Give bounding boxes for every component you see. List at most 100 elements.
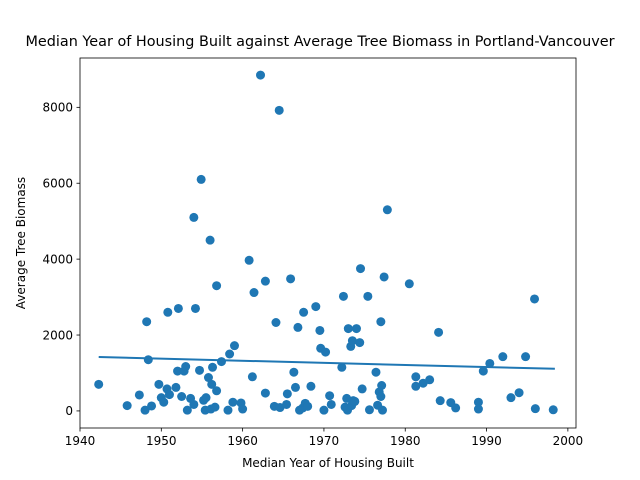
data-point [94, 379, 104, 389]
data-point [473, 404, 483, 414]
data-point [377, 405, 387, 415]
data-points [94, 70, 558, 415]
data-point [173, 366, 183, 376]
data-point [343, 324, 353, 334]
data-point [181, 362, 191, 372]
data-point [271, 318, 281, 328]
y-tick-label: 4000 [42, 252, 73, 266]
data-point [506, 393, 516, 403]
data-point [201, 393, 211, 403]
data-point [163, 307, 173, 317]
data-point [256, 70, 266, 80]
trend-line-group [98, 356, 555, 370]
data-point [411, 381, 421, 391]
data-point [350, 396, 360, 406]
data-point [306, 381, 316, 391]
data-point [364, 405, 374, 415]
data-point [238, 404, 248, 414]
x-tick-label: 1980 [390, 434, 421, 448]
data-point [548, 405, 558, 415]
x-tick-label: 1970 [309, 434, 340, 448]
data-point [514, 388, 524, 398]
data-point [122, 401, 132, 411]
data-point [377, 380, 387, 390]
data-point [435, 396, 445, 406]
data-point [216, 357, 226, 367]
y-axis: 0 2000 4000 6000 8000 [42, 101, 80, 418]
data-point [229, 341, 239, 351]
data-point [212, 386, 222, 396]
data-point [319, 405, 329, 415]
data-point [260, 388, 270, 398]
data-point [171, 382, 181, 392]
data-point [207, 379, 217, 389]
data-point [293, 322, 303, 332]
data-point [196, 174, 206, 184]
y-tick-label: 6000 [42, 177, 73, 191]
y-tick-label: 0 [65, 404, 73, 418]
data-point [325, 391, 335, 401]
data-point [376, 392, 386, 402]
data-point [434, 327, 444, 337]
data-point [143, 355, 153, 365]
data-point [498, 352, 508, 362]
data-point [451, 403, 461, 413]
data-point [212, 281, 222, 291]
data-point [303, 401, 313, 411]
data-point [521, 352, 531, 362]
data-point [203, 373, 213, 383]
data-point [355, 338, 365, 348]
data-point [282, 389, 292, 399]
x-axis-label: Median Year of Housing Built [242, 456, 414, 470]
data-point [379, 272, 389, 282]
data-point [282, 399, 292, 409]
data-point [164, 390, 174, 400]
data-point [311, 302, 321, 312]
data-point [223, 405, 233, 415]
data-point [173, 303, 183, 313]
data-point [134, 390, 144, 400]
data-point [154, 379, 164, 389]
data-point [195, 365, 205, 375]
data-point [260, 276, 270, 286]
data-point [371, 367, 381, 377]
x-tick-label: 1950 [146, 434, 177, 448]
x-tick-label: 1990 [471, 434, 502, 448]
data-point [228, 397, 238, 407]
chart-title: Median Year of Housing Built against Ave… [25, 34, 614, 50]
data-point [485, 358, 495, 368]
data-point [321, 347, 331, 357]
data-point [425, 375, 435, 385]
data-point [189, 399, 199, 409]
x-tick-label: 1960 [227, 434, 258, 448]
data-point [337, 362, 347, 372]
data-point [363, 291, 373, 301]
data-point [338, 291, 348, 301]
data-point [177, 392, 187, 402]
data-point [205, 235, 215, 245]
data-point [286, 274, 296, 284]
data-point [530, 404, 540, 414]
x-axis: 1940 1950 1960 1970 1980 1990 2000 [65, 428, 583, 448]
data-point [347, 336, 357, 346]
data-point [530, 294, 540, 304]
trend-line [98, 356, 555, 370]
data-point [249, 288, 259, 298]
data-point [299, 307, 309, 317]
data-point [210, 402, 220, 412]
data-point [140, 405, 150, 415]
data-point [142, 317, 152, 327]
y-tick-label: 8000 [42, 101, 73, 115]
data-point [208, 362, 218, 372]
data-point [189, 212, 199, 222]
data-point [190, 303, 200, 313]
data-point [159, 397, 169, 407]
data-point [473, 397, 483, 407]
y-axis-label: Average Tree Biomass [14, 177, 28, 309]
data-point [247, 372, 257, 382]
data-point [315, 325, 325, 335]
data-point [351, 324, 361, 334]
data-point [225, 349, 235, 359]
data-point [147, 401, 157, 411]
